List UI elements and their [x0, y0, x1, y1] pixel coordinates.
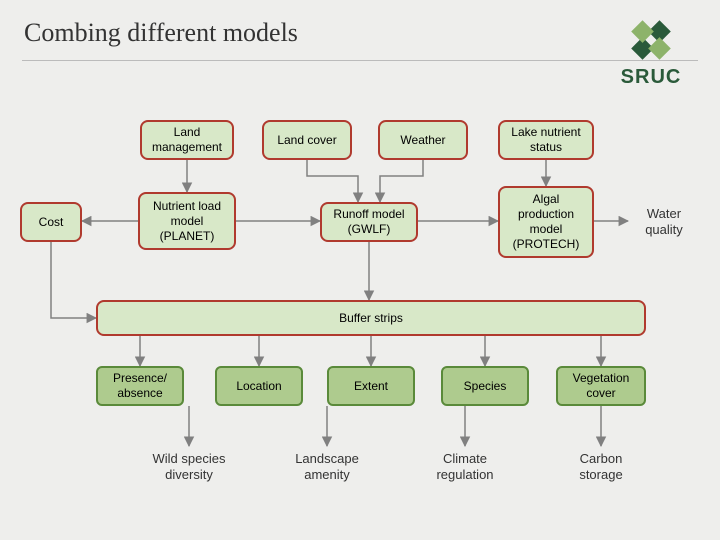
node-land_cover: Land cover: [262, 120, 352, 160]
sruc-logo: SRUC: [606, 18, 696, 89]
node-landscape: Landscape amenity: [278, 446, 376, 488]
node-buffer: Buffer strips: [96, 300, 646, 336]
node-water_q: Water quality: [628, 202, 700, 242]
page-title: Combing different models: [24, 18, 298, 48]
edge-cost_down-buffer: [51, 242, 96, 318]
node-weather: Weather: [378, 120, 468, 160]
node-climate: Climate regulation: [416, 446, 514, 488]
node-protech: Algal production model (PROTECH): [498, 186, 594, 258]
node-extent: Extent: [327, 366, 415, 406]
title-rule: [22, 60, 698, 61]
node-land_mgmt: Land management: [140, 120, 234, 160]
node-planet: Nutrient load model (PLANET): [138, 192, 236, 250]
node-presence: Presence/ absence: [96, 366, 184, 406]
edge-land_cover-gwlf: [307, 160, 358, 202]
node-lake_nutr: Lake nutrient status: [498, 120, 594, 160]
node-species: Species: [441, 366, 529, 406]
node-cost: Cost: [20, 202, 82, 242]
node-wild_div: Wild species diversity: [140, 446, 238, 488]
node-carbon: Carbon storage: [552, 446, 650, 488]
node-veg_cover: Vegetation cover: [556, 366, 646, 406]
diagram-canvas: Land management Land cover Weather Lake nut…: [0, 80, 720, 540]
node-gwlf: Runoff model (GWLF): [320, 202, 418, 242]
edge-weather-gwlf: [380, 160, 423, 202]
node-location: Location: [215, 366, 303, 406]
logo-icon: [624, 18, 678, 62]
